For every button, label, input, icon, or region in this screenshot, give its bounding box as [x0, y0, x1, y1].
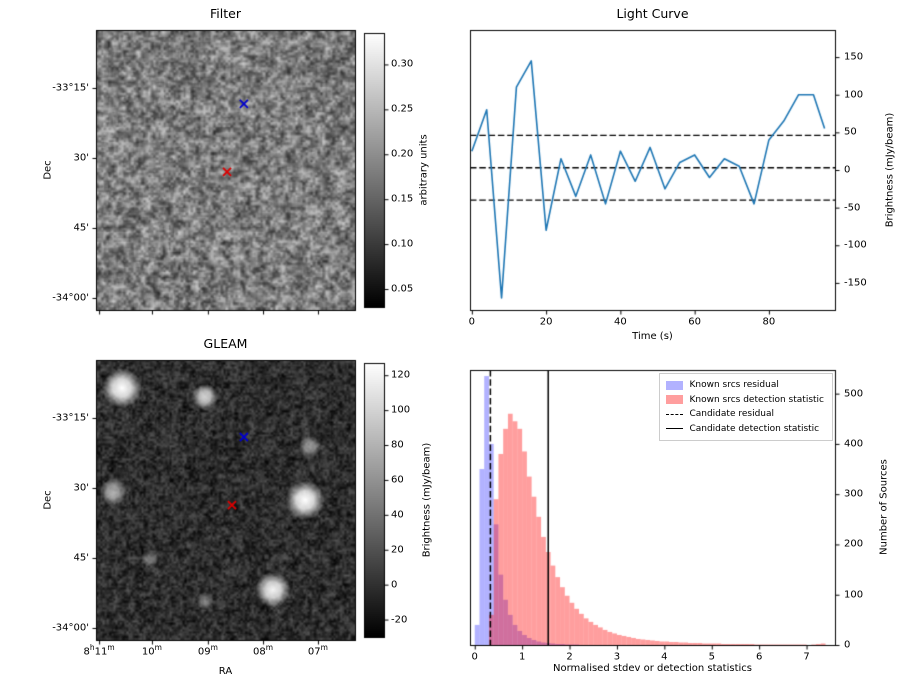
legend-label: Known srcs residual — [689, 380, 779, 390]
tick-label: -33°15' — [52, 82, 89, 94]
tick-label: 100 — [844, 89, 864, 101]
tick-label: 6 — [755, 651, 763, 663]
legend-label: Known srcs detection statistic — [689, 394, 824, 405]
histogram-ylabel: Number of Sources — [878, 459, 890, 555]
colorbar-tick-label: -20 — [391, 614, 408, 626]
tick-label: 7 — [803, 651, 810, 663]
gleam-colorbar-label: Brightness (mJy/beam) — [421, 442, 433, 558]
tick-label: 3 — [613, 651, 621, 663]
legend-line-sample — [666, 428, 684, 430]
tick-label: 0 — [471, 651, 478, 663]
colorbar-tick-label: 80 — [391, 439, 404, 451]
tick-label: 5 — [708, 651, 715, 663]
tick-label: 4 — [661, 651, 668, 663]
colorbar-tick-label: 40 — [391, 509, 404, 521]
legend-swatch — [666, 395, 684, 405]
histogram-xlabel: Normalised stdev or detection statistics — [553, 663, 752, 674]
colorbar-tick-label: 20 — [391, 544, 404, 556]
tick-label: 08m — [253, 643, 274, 658]
tick-label: 07m — [307, 643, 328, 658]
legend-line-sample — [666, 413, 684, 415]
colorbar-tick-label: 60 — [391, 474, 404, 486]
legend-swatch — [666, 380, 684, 390]
legend-label: Candidate residual — [689, 409, 775, 419]
tick-label: -34°00' — [52, 622, 89, 634]
legend-label: Candidate detection statistic — [689, 423, 820, 434]
tick-label: -50 — [844, 202, 861, 214]
colorbar-tick-label: 120 — [391, 369, 411, 381]
tick-label: 09m — [197, 643, 218, 658]
colorbar-tick-label: 0.05 — [391, 283, 414, 295]
tick-label: -34°00' — [52, 292, 89, 304]
gleam-panel-title: GLEAM — [203, 336, 248, 351]
tick-label: 150 — [844, 51, 864, 63]
tick-label: 45' — [73, 222, 89, 234]
colorbar-tick-label: 0.10 — [391, 238, 414, 250]
gleam-xlabel: RA — [218, 666, 233, 677]
legend-item: Known srcs residual — [666, 378, 824, 393]
tick-label: 45' — [73, 552, 89, 564]
filter-colorbar-label: arbitrary units — [418, 134, 430, 206]
tick-label: 0 — [844, 164, 851, 176]
lightcurve-ylabel: Brightness (mJy/beam) — [884, 112, 896, 228]
colorbar-tick-label: 0.15 — [391, 193, 414, 205]
colorbar-tick-label: 0.25 — [391, 103, 414, 115]
colorbar-tick-label: 0.20 — [391, 148, 414, 160]
legend-item: Known srcs detection statistic — [666, 393, 824, 408]
lightcurve-xlabel: Time (s) — [632, 331, 673, 342]
tick-label: 50 — [844, 126, 857, 138]
tick-label: -150 — [844, 277, 867, 289]
tick-label: 500 — [844, 388, 864, 400]
tick-label: 30' — [73, 152, 89, 164]
colorbar-tick-label: 100 — [391, 404, 411, 416]
filter-panel-title: Filter — [210, 6, 241, 21]
tick-label: 2 — [566, 651, 573, 663]
colorbar-tick-label: 0 — [391, 579, 398, 591]
tick-label: -100 — [844, 239, 867, 251]
tick-label: 0 — [844, 639, 851, 651]
gleam-ylabel: Dec — [42, 490, 54, 510]
legend-item: Candidate residual — [666, 407, 824, 422]
lightcurve-panel-title: Light Curve — [616, 6, 689, 21]
tick-label: 300 — [844, 488, 864, 500]
tick-label: 20 — [539, 316, 553, 328]
tick-label: 1 — [518, 651, 526, 663]
legend-item: Candidate detection statistic — [666, 422, 824, 437]
tick-label: 8h11m — [83, 643, 115, 658]
tick-label: 10m — [141, 643, 162, 658]
tick-label: -33°15' — [52, 412, 89, 424]
tick-label: 400 — [844, 438, 864, 450]
filter-ylabel: Dec — [42, 160, 54, 180]
tick-label: 0 — [468, 316, 476, 328]
tick-label: 100 — [844, 589, 864, 601]
tick-label: 80 — [762, 316, 776, 328]
tick-label: 40 — [614, 316, 627, 328]
tick-label: 60 — [688, 316, 702, 328]
legend: Known srcs residual Known srcs detection … — [659, 373, 833, 441]
tick-label: 200 — [844, 538, 864, 550]
tick-label: 30' — [73, 482, 89, 494]
colorbar-tick-label: 0.30 — [391, 58, 414, 70]
